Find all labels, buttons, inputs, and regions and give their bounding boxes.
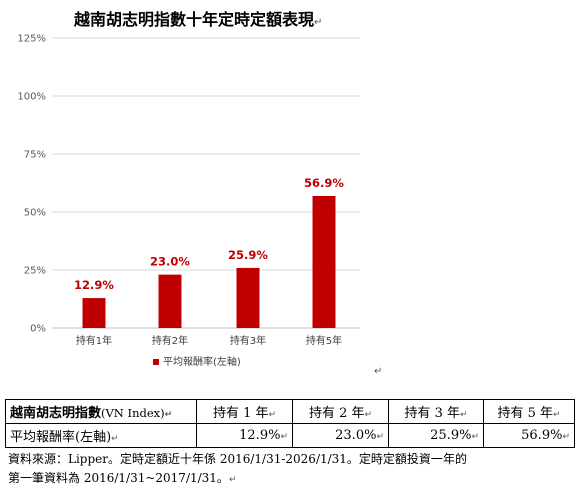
- legend-label: 平均報酬率(左軸): [163, 355, 241, 368]
- data-label: 12.9%: [74, 278, 114, 292]
- table-header-1y: 持有 1 年↵: [196, 399, 293, 424]
- y-tick-label: 125%: [17, 34, 46, 45]
- source-line-2: 第一筆資料為 2016/1/31~2017/1/31。↵: [8, 471, 237, 485]
- y-tick-label: 25%: [24, 266, 46, 277]
- table-header-row: 越南胡志明指數(VN Index)↵ 持有 1 年↵ 持有 2 年↵ 持有 3 …: [5, 399, 575, 424]
- table-header-index: 越南胡志明指數(VN Index)↵: [5, 399, 197, 424]
- table-cell-5y: 56.9%↵: [483, 423, 575, 448]
- y-tick-label: 0%: [30, 324, 46, 335]
- source-line-1: 資料來源：Lipper。定時定額近十年係 2016/1/31-2026/1/31…: [8, 452, 467, 466]
- table-row-label: 平均報酬率(左軸)↵: [5, 423, 197, 448]
- table-header-3y: 持有 3 年↵: [388, 399, 484, 424]
- table-header-5y: 持有 5 年↵: [483, 399, 575, 424]
- bar: [82, 298, 106, 328]
- category-label: 持有3年: [230, 334, 266, 347]
- bar: [312, 195, 336, 328]
- y-tick-label: 50%: [24, 208, 46, 219]
- y-tick-label: 75%: [24, 150, 46, 161]
- bar: [236, 267, 260, 328]
- table-cell-1y: 12.9%↵: [196, 423, 293, 448]
- table-header-2y: 持有 2 年↵: [292, 399, 389, 424]
- category-label: 持有2年: [152, 334, 188, 347]
- source-note: 資料來源：Lipper。定時定額近十年係 2016/1/31-2026/1/31…: [8, 450, 573, 490]
- document-title: 越南胡志明指數十年定時定額表現↵: [74, 10, 323, 29]
- y-tick-label: 100%: [17, 92, 46, 103]
- legend-swatch: [153, 359, 159, 365]
- paragraph-mark: ↵: [314, 17, 323, 28]
- table-cell-2y: 23.0%↵: [292, 423, 389, 448]
- table-cell-3y: 25.9%↵: [388, 423, 484, 448]
- data-label: 25.9%: [228, 248, 268, 262]
- table-row: 平均報酬率(左軸)↵ 12.9%↵ 23.0%↵ 25.9%↵ 56.9%↵: [5, 423, 575, 448]
- returns-bar-chart: 0% 25% 50% 75% 100% 125% 12.9% 持有1年 23.0% 持有2年 25.…: [17, 34, 360, 368]
- category-label: 持有5年: [306, 334, 342, 347]
- data-label: 23.0%: [150, 255, 190, 269]
- category-label: 持有1年: [76, 334, 112, 347]
- data-label: 56.9%: [304, 176, 344, 190]
- returns-table: 越南胡志明指數(VN Index)↵ 持有 1 年↵ 持有 2 年↵ 持有 3 …: [5, 399, 575, 448]
- paragraph-mark: ↵: [374, 366, 383, 377]
- bar: [158, 274, 182, 328]
